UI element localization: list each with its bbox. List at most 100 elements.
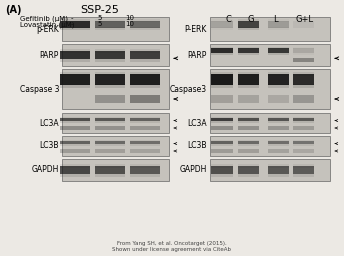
Bar xyxy=(60,166,90,174)
Bar xyxy=(238,20,259,28)
Bar xyxy=(95,51,125,59)
Text: p-ERK: p-ERK xyxy=(36,25,59,34)
Bar xyxy=(268,166,289,174)
Bar xyxy=(60,126,90,130)
Bar xyxy=(238,47,259,49)
Bar xyxy=(130,19,160,22)
Bar xyxy=(268,53,289,55)
Bar xyxy=(130,84,160,88)
Bar xyxy=(268,27,289,30)
Bar xyxy=(238,53,259,55)
Text: Shown under license agreement via CiteAb: Shown under license agreement via CiteAb xyxy=(112,247,232,252)
Bar xyxy=(293,48,314,53)
Text: G+L: G+L xyxy=(296,15,314,24)
Bar xyxy=(293,72,314,77)
Bar xyxy=(211,27,233,30)
Bar xyxy=(130,164,160,168)
Text: From Yang SH, et al. Oncotarget (2015).: From Yang SH, et al. Oncotarget (2015). xyxy=(117,241,227,246)
Bar xyxy=(60,72,90,77)
Bar xyxy=(95,144,125,146)
Text: 5: 5 xyxy=(98,15,102,21)
Bar xyxy=(293,118,314,121)
Bar xyxy=(210,69,330,109)
Text: (A): (A) xyxy=(5,5,21,15)
Text: PARP: PARP xyxy=(187,50,207,59)
Bar xyxy=(62,69,169,109)
Bar xyxy=(130,141,160,144)
Text: Gefitinib (μM): Gefitinib (μM) xyxy=(20,15,68,22)
Text: L: L xyxy=(273,15,277,24)
Bar xyxy=(130,72,160,77)
Bar xyxy=(60,140,90,141)
Bar xyxy=(293,164,314,168)
Bar xyxy=(238,126,259,130)
Bar xyxy=(210,136,330,156)
Bar xyxy=(268,84,289,88)
Bar xyxy=(293,166,314,174)
Bar xyxy=(95,121,125,123)
Bar xyxy=(95,95,125,103)
Bar xyxy=(95,149,125,153)
Bar xyxy=(211,141,233,144)
Text: C: C xyxy=(225,15,231,24)
Bar xyxy=(211,74,233,85)
Bar xyxy=(62,113,169,133)
Bar xyxy=(60,118,90,121)
Bar xyxy=(293,140,314,141)
Bar xyxy=(211,149,233,153)
Bar xyxy=(268,95,289,103)
Bar xyxy=(60,19,90,22)
Bar xyxy=(95,20,125,28)
Bar xyxy=(211,144,233,146)
Text: 10: 10 xyxy=(126,15,135,21)
Text: LC3A: LC3A xyxy=(39,119,59,127)
Bar xyxy=(238,27,259,30)
Bar xyxy=(60,51,90,59)
Bar xyxy=(130,74,160,85)
Bar xyxy=(211,118,233,121)
Bar xyxy=(95,117,125,118)
Bar xyxy=(130,27,160,30)
Bar xyxy=(130,149,160,153)
Bar xyxy=(95,72,125,77)
Bar xyxy=(268,48,289,53)
Bar xyxy=(95,27,125,30)
Text: Caspase3: Caspase3 xyxy=(170,84,207,93)
Bar xyxy=(211,166,233,174)
Bar xyxy=(268,174,289,177)
Bar xyxy=(60,144,90,146)
Bar xyxy=(211,72,233,77)
Bar xyxy=(60,174,90,177)
Bar xyxy=(60,84,90,88)
Bar xyxy=(268,121,289,123)
Bar xyxy=(211,174,233,177)
Bar xyxy=(130,59,160,62)
Bar xyxy=(95,19,125,22)
Text: LC3A: LC3A xyxy=(187,119,207,127)
Bar xyxy=(130,20,160,28)
Bar xyxy=(268,149,289,153)
Bar xyxy=(130,49,160,53)
Bar xyxy=(95,118,125,121)
Bar xyxy=(293,84,314,88)
Bar xyxy=(210,113,330,133)
Bar xyxy=(268,47,289,49)
Bar xyxy=(293,121,314,123)
Bar xyxy=(60,117,90,118)
Bar xyxy=(268,118,289,121)
Bar xyxy=(130,140,160,141)
Bar xyxy=(130,174,160,177)
Bar xyxy=(211,117,233,118)
Bar xyxy=(293,74,314,85)
Bar xyxy=(62,17,169,41)
Bar xyxy=(60,59,90,62)
Bar xyxy=(60,149,90,153)
Bar xyxy=(238,140,259,141)
Bar xyxy=(211,121,233,123)
Bar xyxy=(210,159,330,181)
Bar xyxy=(238,72,259,77)
Bar xyxy=(238,84,259,88)
Bar xyxy=(95,74,125,85)
Bar xyxy=(211,84,233,88)
Bar xyxy=(60,49,90,53)
